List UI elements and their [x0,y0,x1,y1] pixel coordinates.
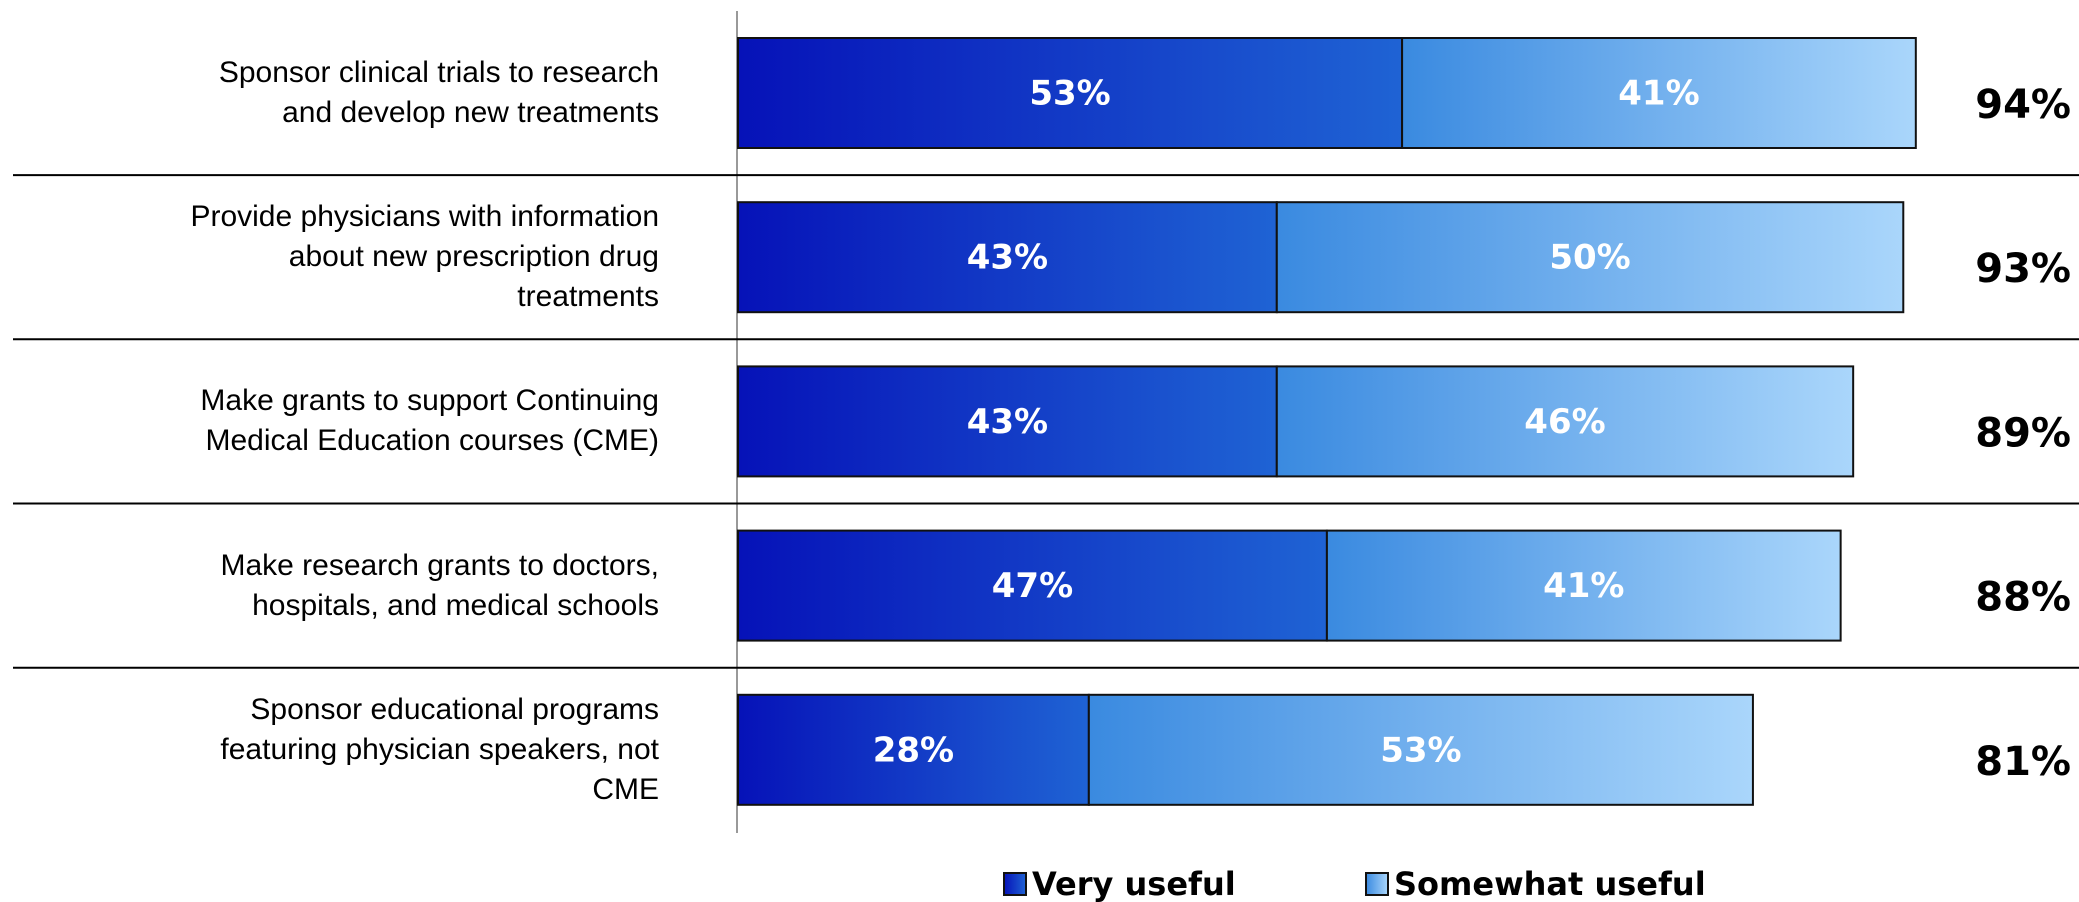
bar-segment [737,365,1278,478]
segment-label: 28% [873,730,954,770]
bar-segment [1275,365,1855,478]
bar-segment [1401,37,1917,149]
segment-label: 53% [1029,74,1110,114]
category-label: Make research grants to doctors, hospita… [220,548,659,622]
total-label: 93% [1975,246,2071,292]
bar-segment [737,201,1278,314]
legend-swatch [1365,872,1389,896]
segment-label: 50% [1549,238,1630,278]
segment-label: 43% [967,402,1048,442]
total-label: 88% [1975,575,2071,621]
category-label: Make grants to support Continuing Medica… [200,384,659,458]
legend-label: Very useful [1032,865,1236,902]
segment-label: 53% [1380,730,1461,770]
bar-segment [737,37,1404,149]
total-label: 89% [1975,410,2071,456]
total-label: 94% [1975,82,2071,128]
bar-segment [1325,529,1842,642]
bar-segment [737,529,1328,642]
legend-label: Somewhat useful [1394,865,1706,902]
segment-label: 47% [992,566,1073,606]
category-label: Provide physicians with information abou… [190,200,659,314]
segment-label: 43% [967,238,1048,278]
total-label: 81% [1975,739,2071,785]
bar-segment [1275,201,1905,314]
bar-segment [1087,693,1754,806]
category-label: Sponsor educational programs featuring p… [220,692,659,806]
segment-label: 41% [1543,566,1624,606]
bar-segment [737,693,1090,806]
category-label: Sponsor clinical trials to research and … [218,56,659,129]
segment-label: 46% [1524,402,1605,442]
segment-label: 41% [1618,74,1699,114]
legend-swatch [1003,872,1027,896]
